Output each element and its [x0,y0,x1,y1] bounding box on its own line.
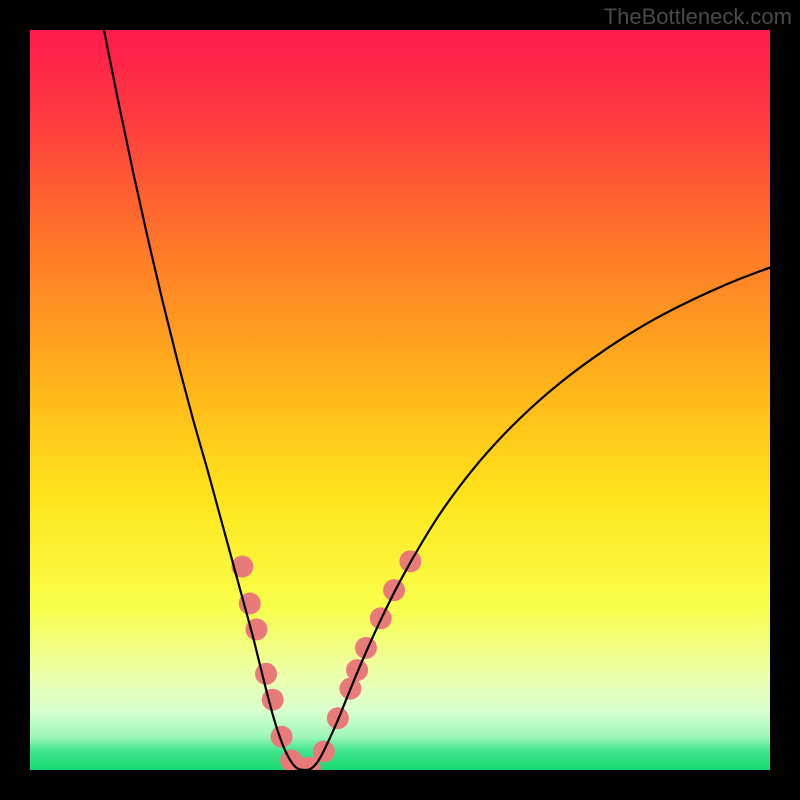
chart-svg [0,0,800,800]
curve-marker [255,663,277,685]
gradient-background [30,30,770,770]
plot-area [30,30,770,779]
attribution-label: TheBottleneck.com [604,4,792,30]
chart-stage: TheBottleneck.com [0,0,800,800]
curve-marker [383,579,405,601]
curve-marker [262,689,284,711]
curve-marker [355,637,377,659]
